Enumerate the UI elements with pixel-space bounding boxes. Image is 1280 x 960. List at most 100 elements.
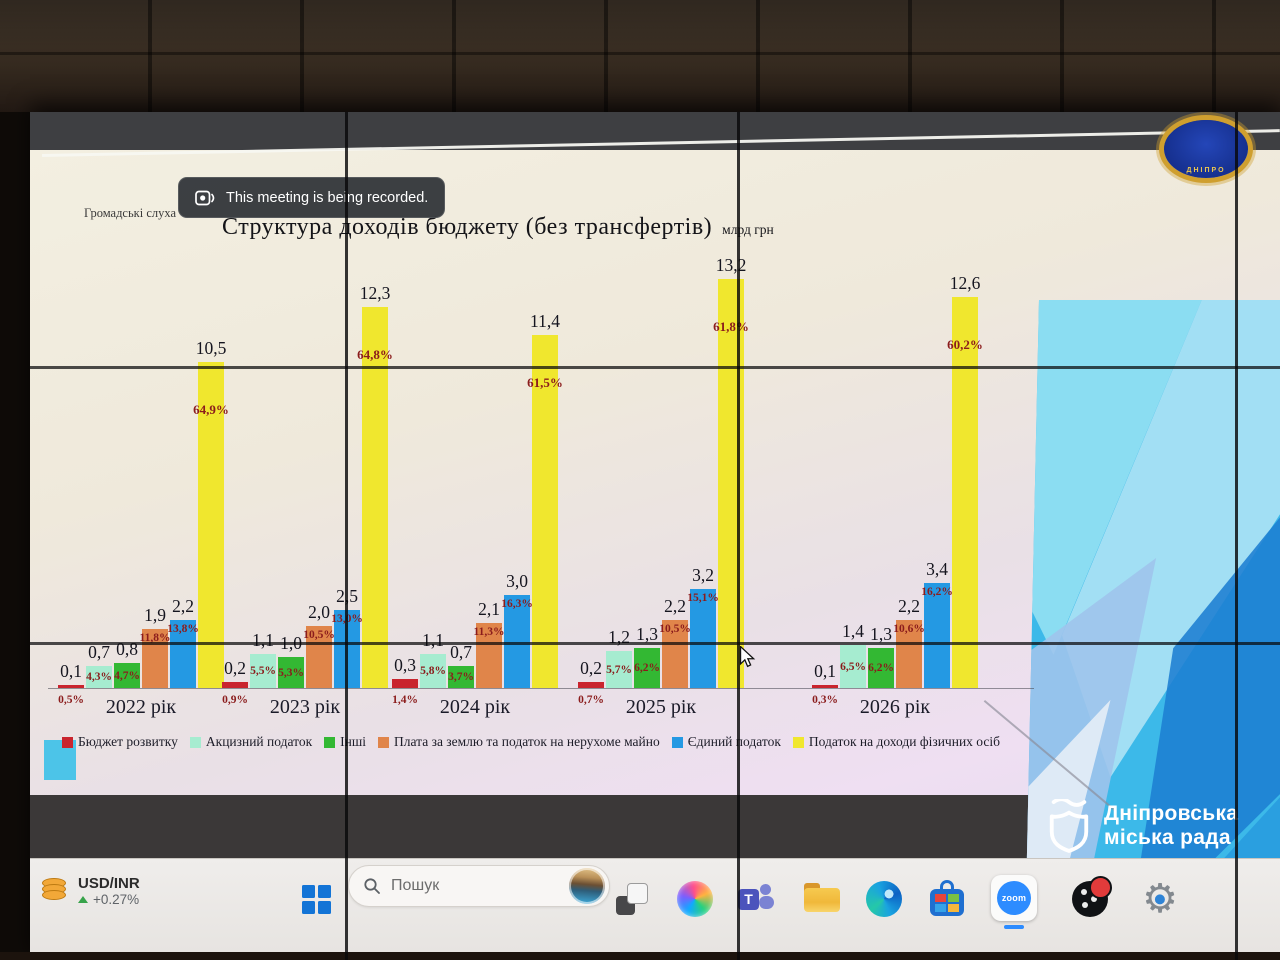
emblem-caption: ДНІПРО xyxy=(1186,167,1226,174)
legend-item: Бюджет розвитку xyxy=(62,734,178,750)
x-axis-category-label: 2026 рік xyxy=(859,696,931,718)
bar-value-label: 12,3 xyxy=(359,283,391,303)
stocks-widget[interactable]: USD/INR +0.27% xyxy=(40,875,140,907)
bar-value-label: 0,7 xyxy=(450,642,472,662)
bar-6-2023: 12,3 64,8% xyxy=(357,283,393,688)
bar-percent-label: 4,7% xyxy=(114,669,140,682)
bar-value-label: 0,3 xyxy=(394,655,416,675)
bar-5-2022: 2,2 13,8% xyxy=(167,596,199,688)
recording-toast[interactable]: This meeting is being recorded. xyxy=(178,177,446,218)
bar-2-2025: 1,2 5,7% xyxy=(606,627,632,688)
microsoft-store-icon[interactable] xyxy=(929,880,965,917)
search-highlight-image[interactable] xyxy=(569,868,605,904)
bar-value-label: 1,1 xyxy=(252,630,274,650)
settings-gear-icon[interactable]: ⚙ xyxy=(1142,877,1178,921)
x-axis-category-label: 2025 рік xyxy=(625,696,697,718)
bar-6-2026: 12,6 60,2% xyxy=(947,273,983,688)
start-button[interactable] xyxy=(302,885,332,915)
chart-title: Структура доходів бюджету (без трансферт… xyxy=(222,214,774,241)
bar-5-2024: 3,0 16,3% xyxy=(501,571,533,688)
search-placeholder: Пошук xyxy=(391,877,440,894)
legend-swatch xyxy=(62,736,73,748)
mouse-cursor xyxy=(738,645,757,673)
bar-value-label: 2,0 xyxy=(308,602,330,622)
bar-percent-label: 3,7% xyxy=(448,671,474,683)
year-group-2025: 0,2 0,7% 1,2 5,7% 1,3 6,2% 2,2 10,5% 3,2 15,1% 13,… xyxy=(578,255,749,718)
bar-percent-label: 16,3% xyxy=(501,598,533,610)
bar-2-2022: 0,7 4,3% xyxy=(86,642,112,688)
bar-value-label: 0,1 xyxy=(814,661,836,681)
bar-value-label: 11,4 xyxy=(530,311,560,331)
bar-value-label: 1,3 xyxy=(870,624,892,644)
legend-swatch xyxy=(189,736,201,748)
bar-value-label: 0,7 xyxy=(88,642,110,662)
videowall-bezel-vertical-3 xyxy=(1235,112,1238,960)
bar-3-2026: 1,3 6,2% xyxy=(868,624,894,688)
search-icon xyxy=(364,878,380,894)
legend-swatch xyxy=(671,736,683,748)
plot-area: 0,1 0,5% 0,7 4,3% 0,8 4,7% 1,9 11,8% 2,2 13,8% 10,… xyxy=(40,190,1050,718)
bar-6-2025: 13,2 61,8% xyxy=(713,255,749,688)
up-arrow-icon xyxy=(78,896,88,903)
chart-legend: Бюджет розвитку Акцизний податок Інші Плата… xyxy=(62,734,1067,750)
chart-title-text: Структура доходів бюджету (без трансферт… xyxy=(222,214,713,240)
legend-item: Податок на доходи фізичних осіб xyxy=(792,734,1000,750)
bar-6-2024: 11,4 61,5% xyxy=(527,311,563,688)
bar-percent-label: 10,5% xyxy=(659,623,691,635)
year-group-2023: 0,20,9%1,15,5%1,05,3%2,010,5%2,513,0%12,… xyxy=(222,283,393,718)
legend-label: Бюджет розвитку xyxy=(78,734,178,749)
year-group-2024: 0,3 1,4% 1,1 5,8% 0,7 3,7% 2,1 11,3% 3,0 16,3% 11,… xyxy=(392,311,563,718)
bar-percent-label: 11,3% xyxy=(473,626,505,638)
copilot-icon[interactable] xyxy=(677,881,713,917)
wall-edge xyxy=(0,112,30,960)
search-box[interactable]: Пошук xyxy=(348,865,610,907)
ceiling xyxy=(0,0,1280,118)
teams-icon[interactable]: T xyxy=(738,881,774,917)
bar-3-2023: 1,0 5,3% xyxy=(278,633,304,688)
bar-percent-label: 61,5% xyxy=(527,375,563,390)
bar-percent-label: 5,7% xyxy=(606,663,632,676)
bar-value-label: 1,3 xyxy=(636,624,658,644)
bar-percent-label: 64,8% xyxy=(357,347,393,362)
edge-browser-icon[interactable] xyxy=(866,881,902,917)
windows-logo-icon xyxy=(302,885,315,898)
videowall-bezel-horizontal-2 xyxy=(30,642,1280,645)
city-council-logo: Дніпровська міська рада xyxy=(1046,799,1238,853)
city-council-logo-text: Дніпровська міська рада xyxy=(1104,802,1238,849)
bar-4-2025: 2,2 10,5% xyxy=(659,596,691,688)
dnipro-coat-of-arms: ДНІПРО xyxy=(1164,120,1248,178)
bar-percent-label: 10,5% xyxy=(303,629,335,641)
bar-value-label: 1,1 xyxy=(422,630,444,650)
bar-value-label: 0,1 xyxy=(60,661,82,681)
bar-percent-label: 6,2% xyxy=(634,662,660,674)
bar-percent-label: 11,8% xyxy=(139,632,171,644)
bar-value-label: 2,1 xyxy=(478,599,500,619)
bar-percent-label: 5,3% xyxy=(278,666,304,679)
shield-waves-icon xyxy=(1049,799,1089,853)
bar-value-label: 1,4 xyxy=(842,621,864,641)
bar-4-2026: 2,2 10,6% xyxy=(893,596,925,688)
bar-percent-label: 5,8% xyxy=(420,665,446,677)
zoom-app-icon[interactable]: zoom xyxy=(991,875,1037,921)
videowall-bezel-vertical-1 xyxy=(345,112,348,960)
bar-percent-label: 64,9% xyxy=(193,402,229,417)
bar-percent-label: 0,3% xyxy=(812,694,838,706)
x-axis-category-label: 2023 рік xyxy=(269,696,341,718)
legend-label: Плата за землю та податок на нерухоме ма… xyxy=(394,734,660,749)
task-view-icon[interactable] xyxy=(614,881,650,917)
obs-studio-icon[interactable] xyxy=(1072,876,1112,917)
bar-value-label: 0,2 xyxy=(224,658,246,678)
bar-value-label: 2,2 xyxy=(898,596,920,616)
recording-icon xyxy=(195,190,215,205)
bar-2-2024: 1,1 5,8% xyxy=(420,630,446,688)
bar-value-label: 12,6 xyxy=(949,273,981,293)
year-group-2022: 0,1 0,5% 0,7 4,3% 0,8 4,7% 1,9 11,8% 2,2 13,8% 10,… xyxy=(58,338,229,718)
legend-swatch xyxy=(792,736,804,748)
bar-1-2026: 0,1 0,3% xyxy=(812,661,838,706)
bar-1-2024: 0,3 1,4% xyxy=(392,655,418,706)
bar-value-label: 2,2 xyxy=(172,596,194,616)
file-explorer-icon[interactable] xyxy=(804,881,840,917)
bar-percent-label: 0,7% xyxy=(578,694,604,706)
bar-percent-label: 6,5% xyxy=(840,660,866,673)
